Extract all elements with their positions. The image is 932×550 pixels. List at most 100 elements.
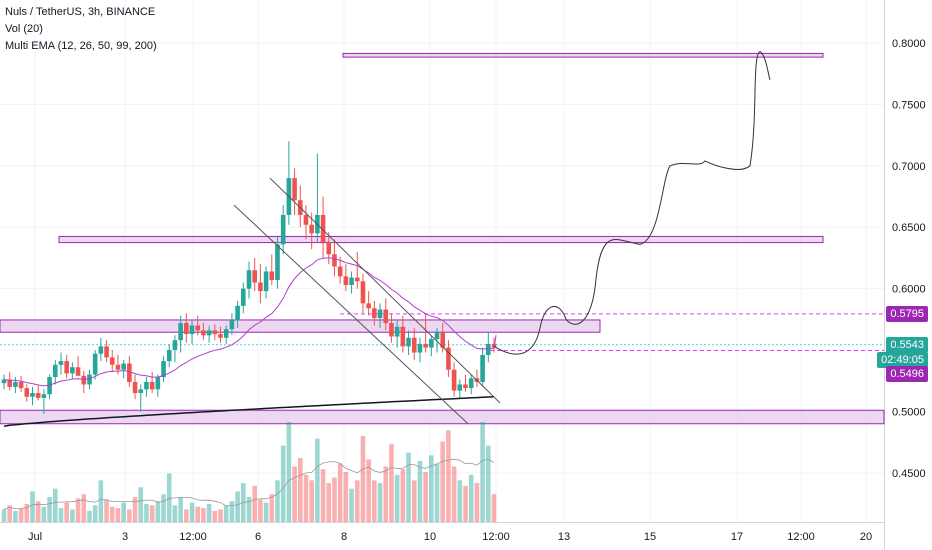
volume-bar: [343, 472, 349, 522]
candle-body: [252, 270, 257, 283]
volume-bar: [109, 506, 115, 522]
volume-bar: [81, 494, 87, 522]
candle-body: [337, 266, 343, 277]
volume-bar: [297, 458, 303, 522]
volume-bar: [320, 469, 326, 522]
volume-bar: [121, 502, 126, 522]
volume-bar: [144, 503, 149, 522]
x-tick-label: 3: [122, 531, 128, 543]
candle-body: [229, 320, 235, 330]
volume-bar: [132, 497, 138, 522]
candle-body: [41, 394, 47, 398]
volume-bar: [246, 497, 252, 522]
candle-body: [161, 361, 166, 378]
volume-bar: [423, 472, 428, 522]
candle-body: [87, 374, 92, 385]
y-tick-label: 0.6000: [892, 284, 926, 296]
candle-body: [258, 282, 263, 292]
volume-bar: [201, 508, 206, 522]
volume-bar: [394, 474, 400, 522]
volume-bar: [127, 509, 132, 522]
candle-body: [201, 330, 206, 336]
volume-bar: [104, 499, 109, 522]
volume-ma-line: [3, 458, 495, 510]
volume-bar: [258, 499, 263, 522]
volume-bar: [286, 422, 292, 522]
candle-body: [372, 308, 377, 319]
volume-bar: [486, 445, 491, 522]
candle-body: [457, 384, 463, 391]
volume-bar: [7, 505, 12, 522]
candle-body: [184, 323, 189, 335]
x-tick-label: 12:00: [179, 531, 207, 543]
volume-bar: [400, 469, 406, 522]
x-tick-label: 12:00: [787, 531, 815, 543]
candle-body: [400, 326, 406, 347]
volume-bar: [87, 510, 92, 522]
candle-body: [275, 244, 280, 281]
volume-bar: [41, 506, 47, 522]
volume-bar: [434, 463, 440, 522]
x-tick-label: 6: [255, 531, 261, 543]
volume-bar: [366, 459, 371, 522]
volume-bar: [212, 510, 218, 522]
candle-body: [24, 388, 30, 397]
y-tick-label: 0.4500: [892, 468, 926, 480]
volume-bar: [138, 487, 144, 522]
candle-body: [354, 277, 360, 282]
volume-bar: [269, 494, 275, 522]
volume-bar: [149, 505, 155, 522]
candle-body: [332, 254, 337, 267]
candle-body: [109, 357, 115, 365]
candle-body: [366, 303, 371, 309]
candle-body: [13, 381, 18, 387]
candle-body: [383, 309, 389, 324]
volume-bar: [24, 503, 30, 522]
candle-body: [81, 375, 87, 385]
level-target: [342, 52, 824, 58]
candle-body: [121, 363, 126, 370]
candle-body: [429, 338, 434, 348]
candle-body: [58, 361, 64, 365]
candle-body: [144, 381, 149, 390]
volume-bar: [383, 466, 389, 522]
legend-volume: Vol (20): [5, 23, 43, 35]
candle-body: [138, 389, 144, 394]
candle-body: [218, 334, 223, 338]
candle-body: [394, 326, 400, 337]
candle-body: [1, 379, 7, 384]
candle-body: [47, 377, 52, 395]
candle-body: [189, 325, 195, 335]
candle-body: [269, 271, 275, 281]
volume-bar: [275, 480, 280, 522]
volume-bar: [195, 506, 201, 522]
candle-body: [263, 271, 269, 292]
volume-bar: [332, 477, 337, 522]
candle-body: [149, 381, 155, 390]
candle-body: [486, 343, 491, 355]
level-resistance-1: [0, 319, 601, 333]
volume-bar: [172, 505, 178, 522]
candle-body: [434, 331, 440, 339]
price-tag: 02:49:05: [877, 351, 928, 368]
volume-bar: [349, 488, 354, 522]
x-tick-label: 15: [644, 531, 656, 543]
volume-bar: [326, 483, 332, 522]
candle-body: [35, 393, 41, 398]
volume-bar: [406, 452, 411, 522]
candle-body: [377, 309, 383, 319]
x-tick-label: 17: [731, 531, 743, 543]
candle-body: [446, 347, 451, 370]
channel-line-lower: [233, 204, 469, 425]
legend-title: Nuls / TetherUS, 3h, BINANCE: [5, 6, 156, 18]
x-tick-label: 13: [558, 531, 570, 543]
volume-bar: [377, 483, 383, 522]
candle-body: [360, 281, 366, 304]
price-tag: 0.5795: [886, 305, 928, 322]
candle-body: [195, 325, 201, 331]
volume-bar: [292, 466, 297, 522]
volume-bar: [446, 430, 451, 522]
candle-body: [206, 330, 212, 336]
level-support: [0, 409, 885, 425]
